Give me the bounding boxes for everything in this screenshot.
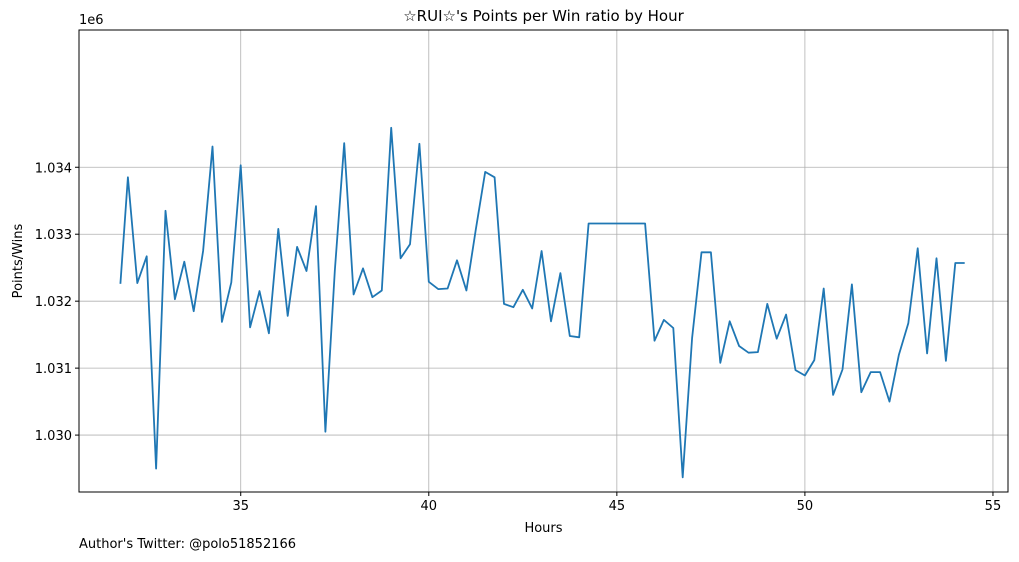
series-line <box>119 126 965 479</box>
plot-frame <box>78 29 1009 493</box>
y-axis-label: Points/Wins <box>11 223 26 298</box>
y-tick-label: 1.032 <box>35 295 72 310</box>
y-tick-label: 1.034 <box>35 161 72 176</box>
x-tick-label: 50 <box>797 499 814 514</box>
chart-title: ☆RUI☆'s Points per Win ratio by Hour <box>403 7 684 25</box>
x-tick-label: 45 <box>609 499 626 514</box>
x-tick-label: 55 <box>985 499 1002 514</box>
series-layer <box>119 126 965 479</box>
tick-layer: 35 40 45 50 55 1.030 1.031 1.032 1.033 1.034 <box>35 161 1001 514</box>
y-tick-label: 1.031 <box>35 362 72 377</box>
y-tick-label: 1.030 <box>35 429 72 444</box>
author-twitter-text: Author's Twitter: @polo51852166 <box>79 537 297 552</box>
x-axis-label: Hours <box>524 521 562 536</box>
x-tick-label: 40 <box>421 499 438 514</box>
grid-lines <box>79 30 1008 492</box>
x-tick-label: 35 <box>232 499 249 514</box>
y-tick-label: 1.033 <box>35 228 72 243</box>
y-offset-label: 1e6 <box>79 13 104 28</box>
